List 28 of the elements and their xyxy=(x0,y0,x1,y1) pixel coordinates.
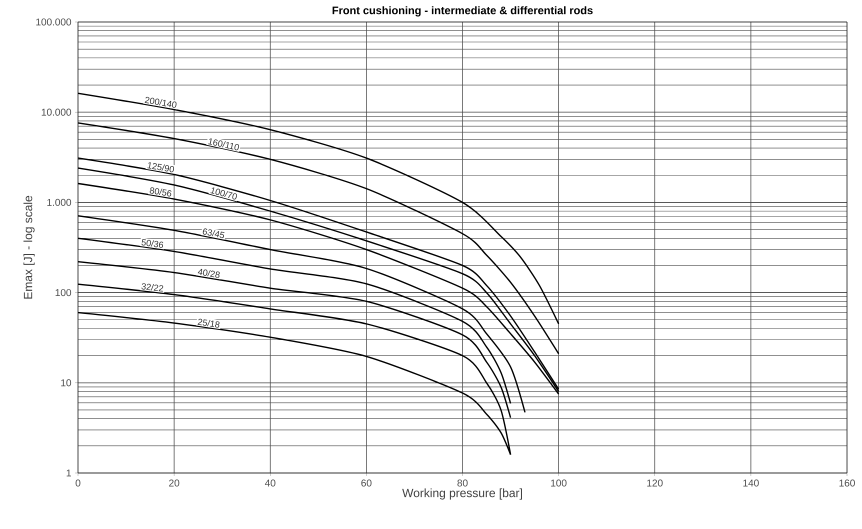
text: 200/140 xyxy=(144,96,177,108)
x-tick-label: 40 xyxy=(264,480,276,487)
text: 100/70 xyxy=(210,187,237,200)
text: 160/110 xyxy=(208,138,239,150)
x-tick-label: 0 xyxy=(76,480,80,487)
x-tick-label: 60 xyxy=(361,480,372,487)
y-axis-title: Emax [J] - log scale xyxy=(23,196,35,299)
y-tick-label: 100.000 xyxy=(36,18,72,26)
text: 50/36 xyxy=(141,239,164,248)
x-axis-title: Working pressure [bar] xyxy=(402,488,522,500)
chart-title: Front cushioning - intermediate & differential rods xyxy=(332,6,593,16)
y-tick-label: 10 xyxy=(61,379,72,386)
text: 25/18 xyxy=(198,318,220,328)
text: 63/45 xyxy=(202,228,224,238)
x-tick-label: 140 xyxy=(743,480,759,487)
text: 125/90 xyxy=(147,162,174,172)
x-tick-label: 20 xyxy=(169,480,180,487)
text: 32/22 xyxy=(141,283,164,292)
text: 80/56 xyxy=(150,187,172,196)
x-tick-label: 100 xyxy=(551,480,567,487)
x-tick-label: 160 xyxy=(839,480,855,487)
x-tick-label: 120 xyxy=(647,480,663,487)
text: 40/28 xyxy=(198,268,220,278)
y-tick-label: 1.000 xyxy=(47,198,72,206)
y-tick-label: 100 xyxy=(56,289,72,296)
y-tick-label: 10.000 xyxy=(42,108,72,116)
x-tick-label: 80 xyxy=(457,480,468,487)
y-tick-label: 1 xyxy=(66,470,72,476)
